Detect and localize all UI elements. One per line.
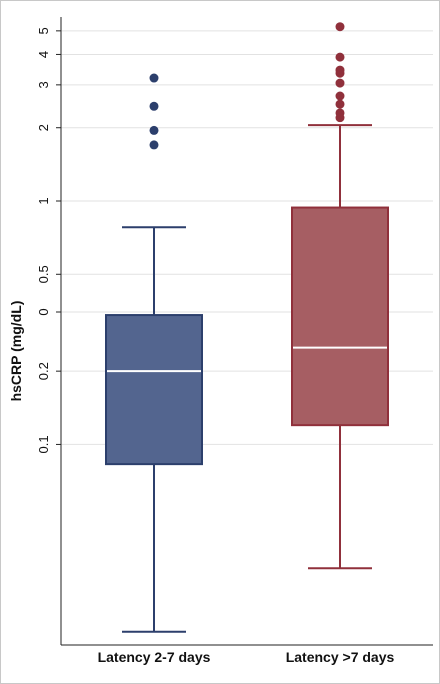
outlier-point (149, 101, 159, 111)
outlier-point (335, 78, 345, 88)
y-axis-title: hsCRP (mg/dL) (8, 301, 24, 402)
outlier-point (335, 99, 345, 109)
y-tick-label: 2 (36, 124, 51, 131)
y-tick-label: 0.1 (36, 435, 51, 453)
outlier-point (335, 65, 345, 75)
x-category-label: Latency >7 days (286, 649, 395, 665)
box-series (291, 22, 389, 570)
grid-lines (61, 30, 433, 445)
outlier-point (149, 125, 159, 135)
boxes (105, 22, 389, 633)
x-category-label: Latency 2-7 days (98, 649, 211, 665)
y-tick-label: 5 (36, 27, 51, 34)
iqr-box (105, 314, 203, 466)
y-tick-label: 0 (36, 308, 51, 315)
y-tick-label: 3 (36, 81, 51, 88)
outlier-point (335, 91, 345, 101)
y-tick-label: 4 (36, 51, 51, 58)
outlier-point (335, 52, 345, 62)
iqr-box (291, 206, 389, 427)
axes (56, 17, 433, 646)
outlier-point (149, 140, 159, 150)
y-tick-label: 0.5 (36, 265, 51, 283)
y-tick-label: 0.2 (36, 362, 51, 380)
y-tick-labels: 5 4 3 2 1 0.5 0 0.2 0.1 (36, 27, 51, 453)
x-category-labels: Latency 2-7 days Latency >7 days (98, 649, 395, 665)
box-series (105, 73, 203, 633)
outlier-point (335, 108, 345, 118)
outlier-point (149, 73, 159, 83)
outlier-point (335, 22, 345, 32)
y-tick-label: 1 (36, 197, 51, 204)
